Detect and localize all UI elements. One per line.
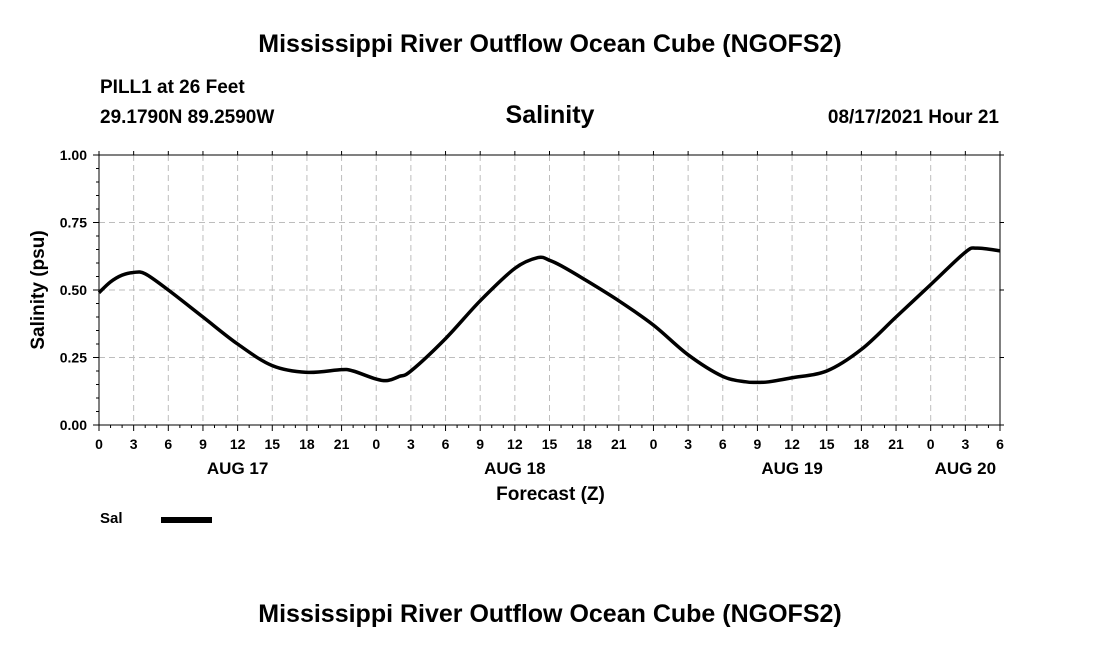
x-tick-label: 6	[996, 436, 1004, 452]
chart-title: Mississippi River Outflow Ocean Cube (NG…	[258, 30, 842, 58]
y-tick-label: 0.50	[60, 282, 87, 298]
x-tick-label: 0	[927, 436, 935, 452]
x-tick-label: 3	[407, 436, 415, 452]
y-tick-label: 0.75	[60, 215, 87, 231]
x-tick-label: 15	[264, 436, 280, 452]
x-tick-label: 12	[230, 436, 246, 452]
footer-title: Mississippi River Outflow Ocean Cube (NG…	[258, 600, 842, 628]
legend-label: Sal	[100, 510, 123, 527]
y-axis-label: Salinity (psu)	[28, 230, 49, 349]
x-tick-label: 12	[507, 436, 523, 452]
x-tick-label: 6	[164, 436, 172, 452]
coordinates-label: 29.1790N 89.2590W	[100, 107, 275, 128]
x-tick-label: 18	[299, 436, 315, 452]
x-tick-label: 3	[684, 436, 692, 452]
x-tick-label: 0	[95, 436, 103, 452]
station-label: PILL1 at 26 Feet	[100, 77, 245, 98]
x-tick-label: 3	[961, 436, 969, 452]
x-tick-label: 6	[719, 436, 727, 452]
datetime-label: 08/17/2021 Hour 21	[827, 107, 999, 128]
x-tick-label: 9	[476, 436, 484, 452]
y-tick-label: 0.25	[60, 350, 87, 366]
x-tick-label: 15	[542, 436, 558, 452]
variable-title: Salinity	[505, 101, 595, 129]
series-line-sal	[97, 246, 1001, 385]
x-axis-label: Forecast (Z)	[496, 484, 605, 505]
x-tick-label: 9	[754, 436, 762, 452]
x-tick-label: 0	[650, 436, 658, 452]
x-tick-label: 21	[611, 436, 627, 452]
x-tick-label: 18	[576, 436, 592, 452]
y-tick-label: 0.00	[60, 417, 87, 433]
y-tick-label: 1.00	[60, 147, 87, 163]
day-label: AUG 17	[207, 459, 268, 478]
x-tick-label: 3	[130, 436, 138, 452]
x-tick-label: 12	[784, 436, 800, 452]
day-label: AUG 18	[484, 459, 545, 478]
x-tick-label: 0	[372, 436, 380, 452]
x-tick-label: 9	[199, 436, 207, 452]
x-tick-label: 21	[334, 436, 350, 452]
x-tick-label: 21	[888, 436, 904, 452]
legend-swatch	[161, 517, 212, 523]
x-tick-label: 6	[442, 436, 450, 452]
x-tick-label: 18	[854, 436, 870, 452]
x-tick-label: 15	[819, 436, 835, 452]
day-label: AUG 19	[761, 459, 822, 478]
day-label: AUG 20	[935, 459, 996, 478]
